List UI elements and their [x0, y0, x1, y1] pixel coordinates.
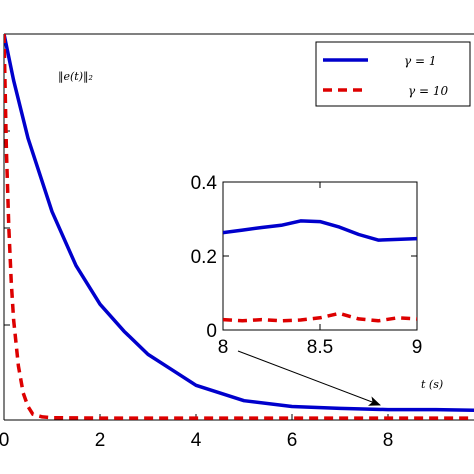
inset-plot-lines	[223, 219, 417, 323]
zoom-arrow	[237, 350, 381, 406]
inset-series-line-gamma-1	[223, 219, 417, 242]
main-x-tick-label: 0	[0, 430, 9, 451]
legend: γ = 1 γ = 10	[315, 41, 471, 107]
main-x-tick-label: 2	[95, 430, 106, 451]
legend-box	[315, 41, 471, 107]
inset-ticks: 8 8.5 9 0 0.2 0.4	[191, 173, 423, 358]
inset-x-tick-label: 9	[412, 337, 423, 358]
inset-x-tick-label: 8	[218, 337, 229, 358]
inset-y-tick-label: 0	[206, 321, 217, 342]
legend-label-gamma-1: γ = 1	[404, 54, 437, 68]
x-axis-label: t (s)	[421, 378, 443, 391]
main-x-tick-label: 6	[287, 430, 298, 451]
main-x-tick-label: 4	[191, 430, 202, 451]
series-line-gamma-10	[4, 34, 474, 420]
main-x-tick-label: 8	[383, 430, 394, 451]
inset-axes: 8 8.5 9 0 0.2 0.4	[191, 173, 423, 358]
series-line-gamma-1	[4, 34, 474, 412]
inset-series-line-gamma-10	[223, 311, 417, 323]
inset-y-tick-label: 0.2	[191, 247, 217, 268]
inset-frame	[222, 181, 418, 331]
legend-label-gamma-10: γ = 10	[408, 84, 448, 98]
inset-y-tick-label: 0.4	[191, 173, 218, 194]
norm-annotation: ‖e(t)‖₂	[58, 70, 93, 84]
inset-x-tick-label: 8.5	[307, 337, 333, 358]
main-plot-lines	[4, 34, 474, 420]
